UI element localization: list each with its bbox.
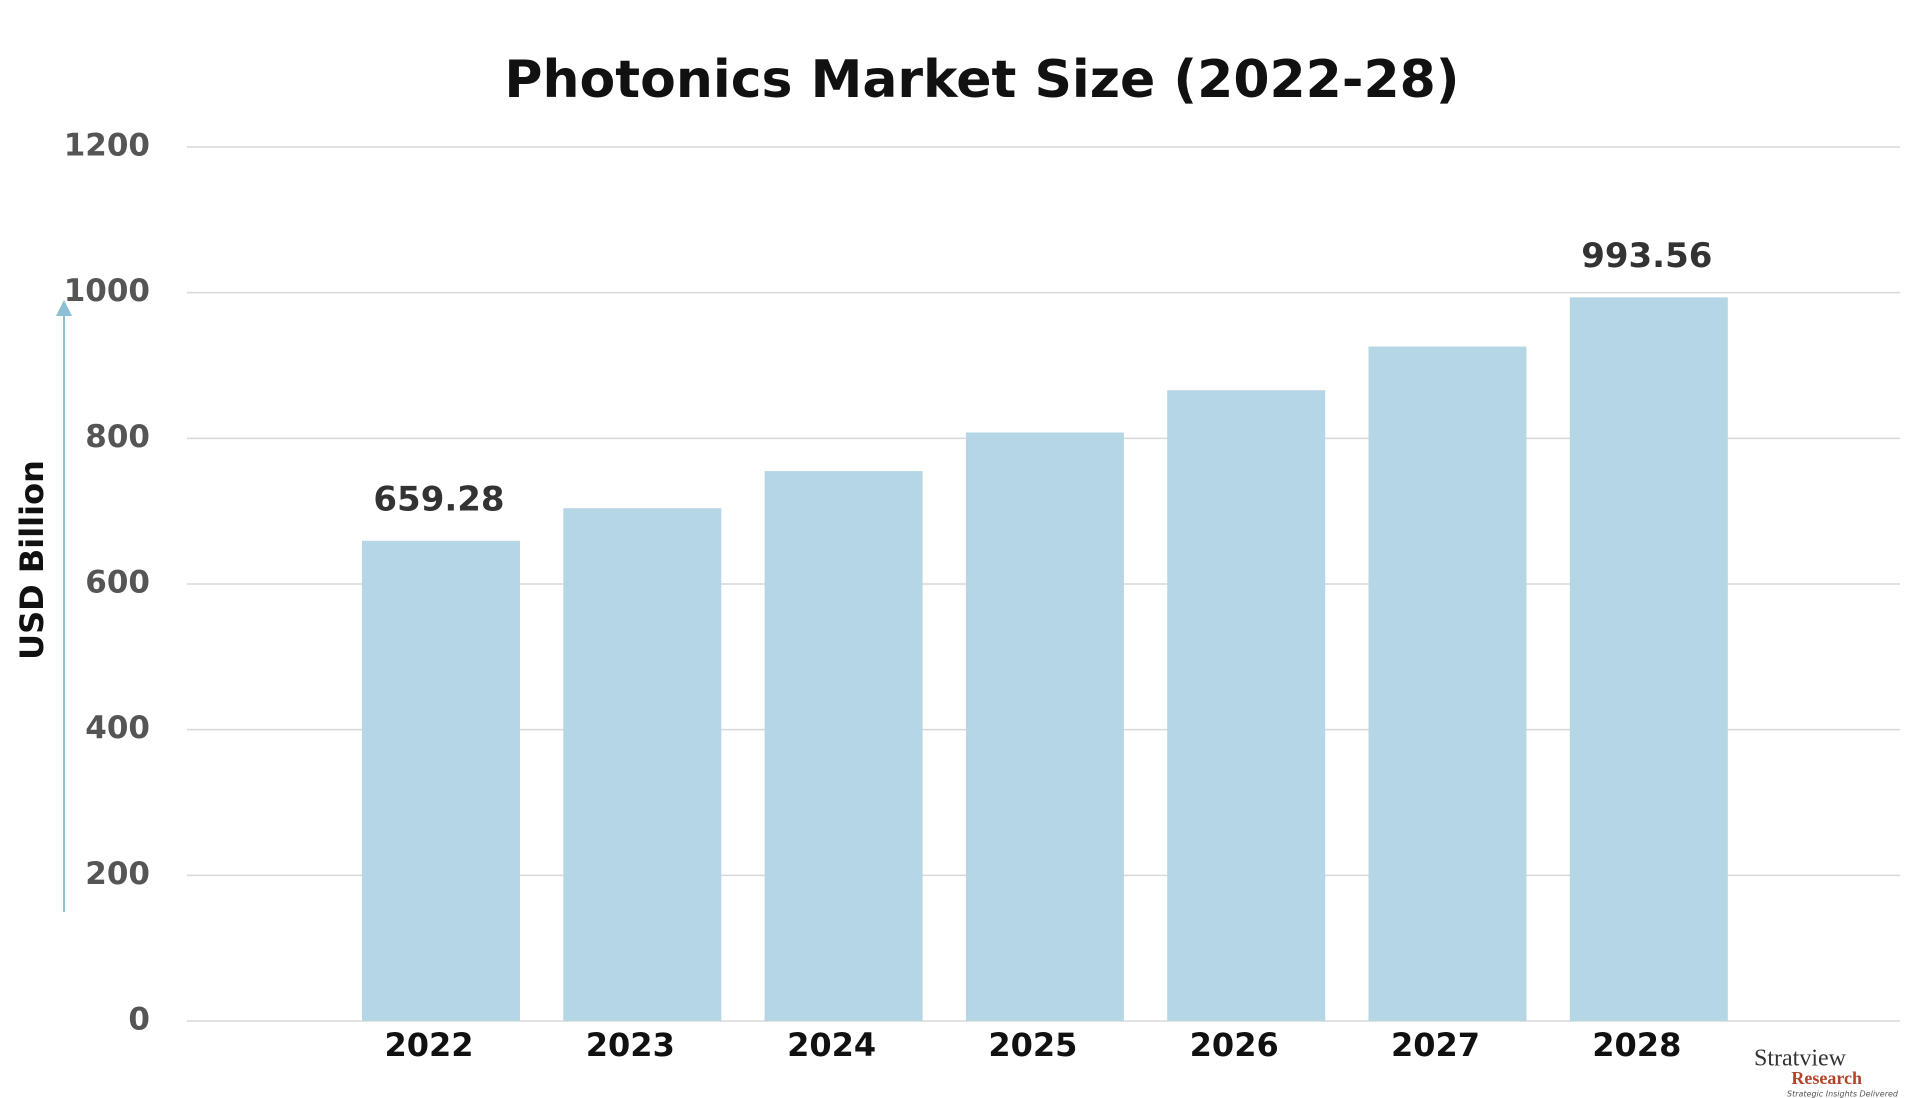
bar: [764, 471, 923, 1021]
value-label: 993.56: [1581, 236, 1712, 276]
y-tick-label: 1000: [64, 273, 150, 309]
y-tick-label: 1200: [64, 128, 150, 164]
y-tick-label: 400: [85, 710, 150, 746]
logo-tagline: Strategic Insights Delivered: [1787, 1090, 1899, 1098]
axis-arrow-head: [56, 300, 72, 316]
bar: [965, 432, 1124, 1021]
y-tick-label: 800: [85, 419, 150, 455]
bar: [362, 540, 520, 1021]
x-tick-label: 2023: [586, 1026, 675, 1064]
y-axis-label: USD Billion: [13, 460, 51, 660]
bar: [1167, 390, 1326, 1022]
x-tick-label: 2027: [1391, 1026, 1480, 1064]
x-tick-label: 2022: [384, 1026, 473, 1064]
bar: [1368, 346, 1527, 1021]
y-tick-label: 0: [128, 1002, 150, 1038]
x-tick-label: 2028: [1592, 1026, 1681, 1064]
y-tick-label: 600: [85, 565, 150, 601]
logo-name: Stratview: [1754, 1046, 1847, 1072]
x-tick-label: 2026: [1190, 1026, 1279, 1064]
bar: [1569, 297, 1728, 1021]
x-tick-label: 2024: [787, 1026, 876, 1064]
y-tick-label: 200: [85, 856, 150, 892]
logo-sub: Research: [1791, 1068, 1862, 1088]
value-label: 659.28: [373, 479, 504, 519]
x-tick-label: 2025: [988, 1026, 1077, 1064]
bar: [563, 508, 722, 1022]
chart-title: Photonics Market Size (2022-28): [504, 50, 1459, 110]
